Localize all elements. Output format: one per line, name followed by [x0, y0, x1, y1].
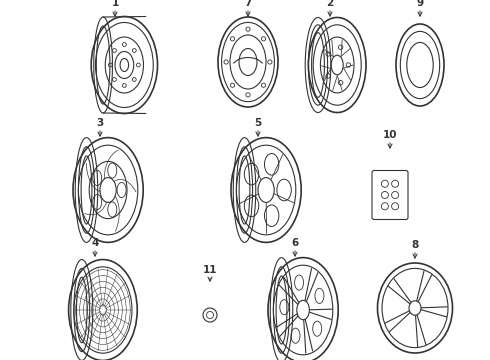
- Text: 9: 9: [416, 0, 423, 16]
- Text: 11: 11: [203, 265, 217, 281]
- Text: 2: 2: [326, 0, 334, 16]
- Circle shape: [246, 93, 250, 97]
- Text: 10: 10: [383, 130, 397, 148]
- Circle shape: [261, 37, 266, 41]
- Circle shape: [230, 37, 235, 41]
- Text: 8: 8: [412, 240, 418, 258]
- Circle shape: [261, 83, 266, 87]
- Text: 6: 6: [292, 238, 298, 256]
- Text: 3: 3: [97, 118, 103, 136]
- Circle shape: [268, 60, 272, 64]
- Circle shape: [246, 27, 250, 31]
- Circle shape: [224, 60, 228, 64]
- Text: 1: 1: [111, 0, 119, 16]
- Circle shape: [230, 83, 235, 87]
- Text: 5: 5: [254, 118, 262, 136]
- Text: 4: 4: [91, 238, 98, 256]
- Text: 7: 7: [245, 0, 252, 16]
